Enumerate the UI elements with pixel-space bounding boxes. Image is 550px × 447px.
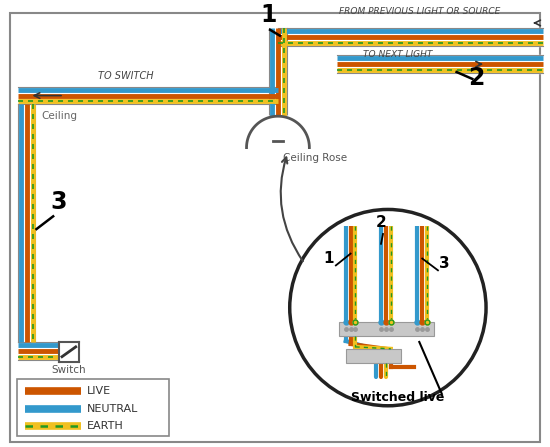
Text: Switched live: Switched live (351, 391, 444, 404)
Text: NEUTRAL: NEUTRAL (86, 404, 138, 414)
Bar (339, 322, 434, 336)
Bar (17, 379, 169, 436)
Text: TO NEXT LIGHT: TO NEXT LIGHT (364, 50, 433, 59)
Text: 3: 3 (438, 256, 449, 271)
Text: 2: 2 (468, 66, 485, 90)
Text: LIVE: LIVE (86, 386, 111, 396)
Text: TO SWITCH: TO SWITCH (98, 71, 154, 81)
Bar (346, 349, 400, 363)
Text: Switch: Switch (52, 365, 86, 375)
Text: Ceiling Rose: Ceiling Rose (283, 152, 347, 163)
Text: 1: 1 (324, 252, 334, 266)
Circle shape (290, 210, 486, 406)
Text: 1: 1 (260, 3, 276, 27)
Text: 3: 3 (51, 190, 67, 215)
Polygon shape (246, 116, 309, 148)
Text: EARTH: EARTH (86, 422, 123, 431)
Text: FROM PREVIOUS LIGHT OR SOURCE: FROM PREVIOUS LIGHT OR SOURCE (339, 7, 500, 16)
Text: 2: 2 (376, 215, 387, 230)
Text: Ceiling: Ceiling (41, 111, 78, 121)
